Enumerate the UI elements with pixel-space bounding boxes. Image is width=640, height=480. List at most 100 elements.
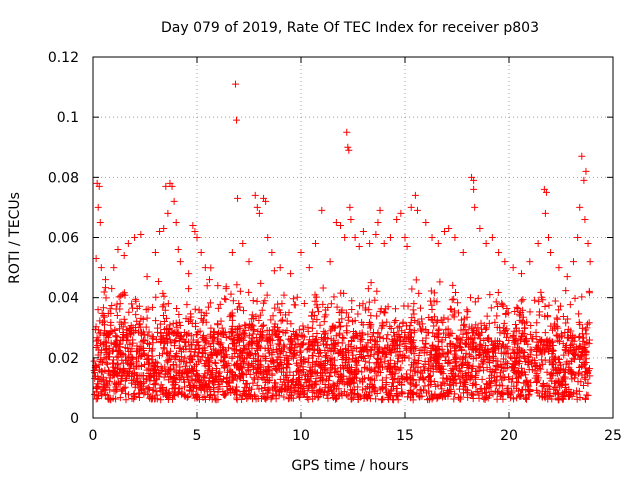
data-point [380, 240, 388, 248]
data-point [244, 367, 252, 375]
data-point [210, 345, 218, 353]
data-point [253, 345, 261, 353]
data-point [255, 209, 263, 217]
data-point [352, 374, 360, 382]
data-point [262, 197, 270, 205]
data-point [246, 370, 254, 378]
data-point [510, 337, 518, 345]
data-point [335, 318, 343, 326]
x-tick-label: 15 [396, 428, 414, 444]
data-point [190, 362, 198, 370]
data-point [578, 324, 586, 332]
data-point [330, 293, 338, 301]
data-point [172, 352, 180, 360]
data-point [508, 363, 516, 371]
data-point [362, 392, 370, 400]
data-point [365, 359, 373, 367]
data-point [509, 375, 517, 383]
data-point [459, 382, 467, 390]
data-point [555, 334, 563, 342]
data-point [383, 318, 391, 326]
data-point [353, 331, 361, 339]
data-point [164, 358, 172, 366]
data-point [95, 182, 103, 190]
data-point [312, 357, 320, 365]
data-point [108, 285, 116, 293]
data-point [538, 392, 546, 400]
data-point [498, 390, 506, 398]
data-point [162, 182, 170, 190]
data-point [299, 390, 307, 398]
data-point [148, 356, 156, 364]
data-point [115, 325, 123, 333]
data-point [553, 386, 561, 394]
data-point [239, 371, 247, 379]
data-point [548, 360, 556, 368]
data-point [563, 273, 571, 281]
data-point [314, 303, 322, 311]
data-point [306, 378, 314, 386]
data-point [344, 392, 352, 400]
data-point [265, 349, 273, 357]
data-point [205, 276, 213, 284]
data-point [314, 308, 322, 316]
data-point [120, 315, 128, 323]
data-point [457, 361, 465, 369]
data-point [300, 357, 308, 365]
data-point [347, 336, 355, 344]
data-point [102, 359, 110, 367]
data-point [482, 389, 490, 397]
data-point [497, 349, 505, 357]
data-point [377, 359, 385, 367]
data-point [561, 367, 569, 375]
data-point [98, 368, 106, 376]
data-point [387, 387, 395, 395]
data-point [451, 390, 459, 398]
data-point [269, 391, 277, 399]
data-point [342, 345, 350, 353]
data-point [241, 383, 249, 391]
data-point [318, 364, 326, 372]
data-point [197, 315, 205, 323]
data-point [425, 372, 433, 380]
data-point [205, 363, 213, 371]
data-point [190, 351, 198, 359]
data-point [291, 330, 299, 338]
data-point [199, 318, 207, 326]
data-point [290, 350, 298, 358]
data-point [324, 347, 332, 355]
data-point [541, 346, 549, 354]
data-point [171, 381, 179, 389]
data-point [564, 325, 572, 333]
data-point [557, 302, 565, 310]
data-point [152, 293, 160, 301]
data-point [234, 194, 242, 202]
data-point [210, 333, 218, 341]
data-point [176, 258, 184, 266]
data-point [113, 300, 121, 308]
data-point [362, 385, 370, 393]
data-point [155, 372, 163, 380]
data-point [422, 334, 430, 342]
data-point [189, 382, 197, 390]
data-point [527, 379, 535, 387]
data-point [583, 391, 591, 399]
data-point [337, 323, 345, 331]
data-point [112, 381, 120, 389]
data-point [472, 346, 480, 354]
data-point [214, 385, 222, 393]
data-point [437, 392, 445, 400]
data-point [235, 299, 243, 307]
data-point [487, 304, 495, 312]
data-point [155, 352, 163, 360]
data-point [532, 348, 540, 356]
data-point [108, 301, 116, 309]
data-point [504, 373, 512, 381]
data-point [296, 376, 304, 384]
data-point [185, 354, 193, 362]
data-point [367, 336, 375, 344]
data-point [272, 345, 280, 353]
data-point [319, 376, 327, 384]
data-point [214, 304, 222, 312]
data-point [500, 327, 508, 335]
